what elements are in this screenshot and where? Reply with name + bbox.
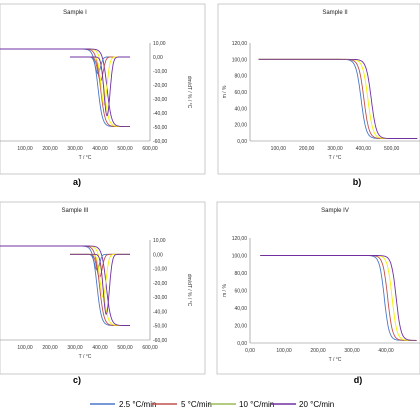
y-tick-label: -10,00	[153, 69, 167, 75]
panel-label-a: a)	[73, 177, 81, 187]
x-axis-label: T / °C	[79, 354, 92, 360]
x-tick-label: 200,00	[299, 146, 315, 152]
y-tick-label: 60,00	[234, 289, 247, 295]
x-tick-label: 600,00	[142, 345, 158, 351]
chart-title: Sample IV	[321, 208, 349, 214]
chart-panel-3: Sample III 100,00 200,00 300,00 400,00 500,00…	[0, 201, 206, 375]
chart-panel-2: Sample II 100,00 200,00 300,00 400,00 500,00 T…	[217, 3, 420, 175]
y-tick-label: -10,00	[153, 267, 167, 273]
x-tick-label: 200,00	[42, 146, 58, 152]
y-tick-label: 20,00	[234, 324, 247, 330]
panel-label-d: d)	[354, 375, 363, 385]
y-tick-label: -60,00	[153, 338, 167, 344]
y-tick-label: 0,00	[237, 341, 247, 347]
y-tick-label: 0,00	[237, 139, 247, 145]
x-tick-label: 0,00	[245, 348, 255, 354]
x-tick-label: 600,00	[142, 146, 158, 152]
panel-frame	[0, 3, 206, 175]
y-tick-label: 10,00	[153, 41, 166, 47]
x-tick-label: 200,00	[42, 345, 58, 351]
chart-title: Sample I	[63, 10, 87, 16]
panel-frame	[217, 3, 420, 175]
chart-panel-1: Sample I 100,00 200,00 300,00 400,00 500,00 60…	[0, 3, 206, 175]
legend-label-3: 10 °C/min	[239, 400, 274, 409]
y-tick-label: -30,00	[153, 295, 167, 301]
y-tick-label: 100,00	[232, 57, 248, 63]
y-tick-label: 120,00	[232, 236, 248, 242]
y-tick-label: 60,00	[234, 90, 247, 96]
x-tick-label: 500,00	[384, 146, 400, 152]
chart-title: Sample II	[322, 10, 348, 16]
tg-curve-4	[258, 58, 418, 139]
y-tick-label: -50,00	[153, 125, 167, 131]
x-axis-label: T / °C	[79, 155, 92, 161]
panel-label-b: b)	[353, 177, 362, 187]
x-tick-label: 500,00	[117, 345, 133, 351]
x-tick-label: 100,00	[276, 348, 292, 354]
x-tick-label: 400,00	[356, 146, 372, 152]
dtg-curve-4	[70, 56, 130, 117]
y-tick-label: -60,00	[153, 139, 167, 145]
y-tick-label: 100,00	[232, 254, 248, 260]
y-tick-label: -50,00	[153, 324, 167, 330]
panel-label-c: c)	[73, 375, 81, 385]
legend: 2.5 °C/min 5 °C/min 10 °C/min 20 °C/min	[90, 400, 334, 409]
tg-curve-4	[0, 48, 130, 128]
legend-label-4: 20 °C/min	[299, 400, 334, 409]
y-tick-label: -20,00	[153, 281, 167, 287]
y-tick-label: -40,00	[153, 111, 167, 117]
x-tick-label: 100,00	[271, 146, 287, 152]
y-tick-label: 80,00	[234, 271, 247, 277]
x-tick-label: 400,00	[92, 345, 108, 351]
x-tick-label: 100,00	[17, 146, 33, 152]
x-tick-label: 500,00	[117, 146, 133, 152]
panels: Sample I 100,00 200,00 300,00 400,00 500,00 60…	[0, 3, 420, 375]
y-tick-label: 40,00	[234, 106, 247, 112]
y-tick-label: -20,00	[153, 83, 167, 89]
y-tick-label: 10,00	[153, 238, 166, 244]
x-tick-label: 300,00	[327, 146, 343, 152]
y-tick-label: 40,00	[234, 306, 247, 312]
y-axis-label: m / %	[222, 85, 228, 98]
y-tick-label: 0,00	[153, 55, 163, 61]
panel-frame	[0, 201, 206, 375]
tg-curve-4	[260, 255, 417, 341]
x-tick-label: 300,00	[344, 348, 360, 354]
dtg-curve-4	[70, 253, 130, 315]
y-axis-label: dm/dT / % / °C	[186, 274, 192, 307]
chart-title: Sample III	[61, 208, 88, 214]
legend-label-2: 5 °C/min	[181, 400, 212, 409]
x-tick-label: 100,00	[17, 345, 33, 351]
legend-label-1: 2.5 °C/min	[119, 400, 156, 409]
y-tick-label: 0,00	[153, 252, 163, 258]
chart-panel-4: Sample IV 0,00 100,00 200,00 300,00 400,00 T /…	[216, 201, 420, 375]
x-axis-label: T / °C	[329, 155, 342, 161]
x-axis-label: T / °C	[329, 357, 342, 363]
x-tick-label: 200,00	[310, 348, 326, 354]
x-tick-label: 300,00	[67, 146, 83, 152]
y-tick-label: -30,00	[153, 97, 167, 103]
y-axis-label: m / %	[222, 284, 228, 297]
y-tick-label: 20,00	[234, 123, 247, 129]
x-tick-label: 400,00	[92, 146, 108, 152]
x-tick-label: 300,00	[67, 345, 83, 351]
y-tick-label: 120,00	[232, 41, 248, 47]
y-axis-label: dm/dT / % / °C	[186, 76, 192, 109]
y-tick-label: -40,00	[153, 309, 167, 315]
x-tick-label: 400,00	[378, 348, 394, 354]
y-tick-label: 80,00	[234, 74, 247, 80]
